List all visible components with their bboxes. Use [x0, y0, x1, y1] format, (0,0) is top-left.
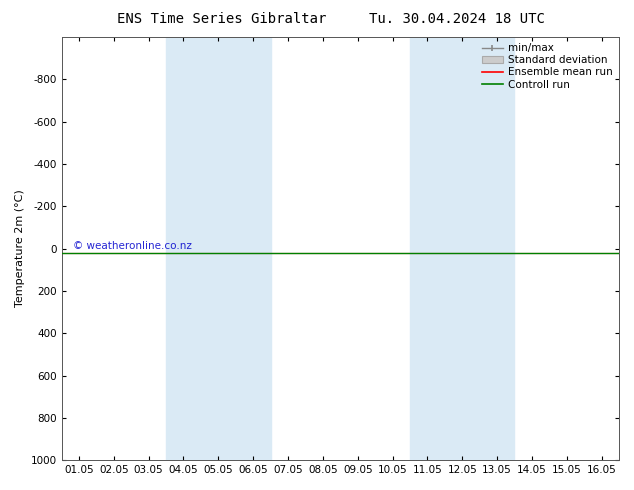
Bar [166, 37, 271, 460]
Y-axis label: Temperature 2m (°C): Temperature 2m (°C) [15, 190, 25, 307]
Text: © weatheronline.co.nz: © weatheronline.co.nz [73, 242, 191, 251]
Legend: min/max, Standard deviation, Ensemble mean run, Controll run: min/max, Standard deviation, Ensemble me… [478, 39, 617, 94]
Text: Tu. 30.04.2024 18 UTC: Tu. 30.04.2024 18 UTC [368, 12, 545, 26]
Bar [410, 37, 514, 460]
Text: ENS Time Series Gibraltar: ENS Time Series Gibraltar [117, 12, 327, 26]
